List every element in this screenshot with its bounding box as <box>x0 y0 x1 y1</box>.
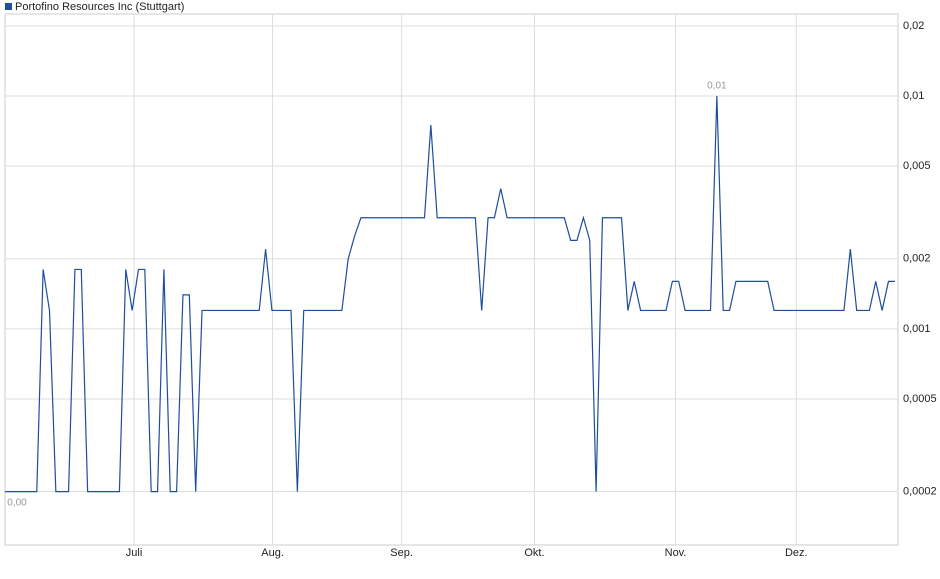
plot-frame <box>4 13 899 546</box>
legend-swatch <box>5 3 12 10</box>
x-tick-label: Nov. <box>665 547 687 559</box>
y-tick-label: 0,005 <box>903 160 931 172</box>
price-line <box>5 95 895 493</box>
y-tick-label: 0,001 <box>903 323 931 335</box>
value-label: 0,01 <box>707 81 727 92</box>
y-tick-label: 0,002 <box>903 253 931 265</box>
x-tick-label: Okt. <box>524 547 544 559</box>
y-tick-label: 0,0002 <box>903 486 937 498</box>
x-tick-label: Juli <box>126 547 143 559</box>
legend-label: Portofino Resources Inc (Stuttgart) <box>15 1 184 13</box>
x-tick-label: Aug. <box>261 547 284 559</box>
x-tick-label: Dez. <box>785 547 808 559</box>
value-label: 0,00 <box>7 497 27 508</box>
y-tick-label: 0,0005 <box>903 393 937 405</box>
y-tick-label: 0,02 <box>903 20 924 32</box>
x-tick-label: Sep. <box>390 547 413 559</box>
y-tick-label: 0,01 <box>903 90 924 102</box>
